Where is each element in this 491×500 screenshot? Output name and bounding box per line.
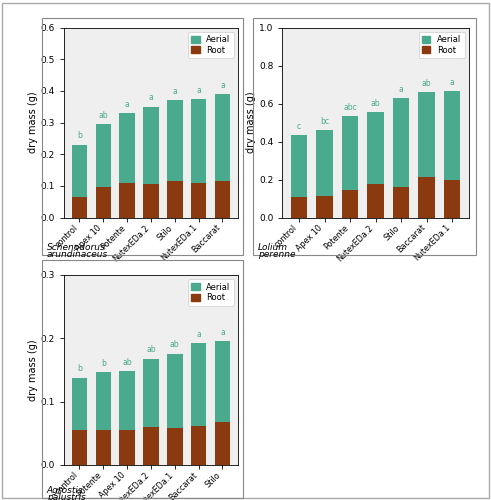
Bar (367, 112, 384, 184)
Bar (167, 354, 183, 428)
Text: ab: ab (422, 78, 432, 88)
Text: arundinaceus: arundinaceus (47, 250, 108, 259)
Bar (143, 106, 159, 184)
Text: a: a (125, 100, 130, 109)
Text: ab: ab (99, 443, 108, 452)
Text: ab: ab (99, 111, 108, 120)
Text: palustris: palustris (47, 492, 85, 500)
Y-axis label: dry mass (g): dry mass (g) (27, 339, 38, 401)
Text: ab: ab (146, 196, 156, 205)
Bar (72, 144, 87, 197)
Bar (215, 422, 230, 465)
Text: ab: ab (371, 99, 381, 108)
Text: a: a (399, 85, 404, 94)
Bar (444, 180, 461, 218)
Bar (119, 113, 135, 182)
Text: bc: bc (320, 117, 329, 126)
Text: b: b (125, 443, 130, 452)
Text: d: d (297, 202, 301, 211)
Text: Schenodorus: Schenodorus (47, 244, 106, 252)
Text: ab: ab (122, 358, 132, 367)
Text: bcd: bcd (394, 198, 408, 207)
Y-axis label: dry mass (g): dry mass (g) (27, 92, 38, 154)
Bar (291, 135, 307, 196)
Text: c: c (297, 122, 301, 130)
Bar (143, 358, 159, 427)
Bar (119, 372, 135, 430)
Text: a: a (172, 87, 177, 96)
Bar (191, 184, 206, 218)
Text: a: a (196, 330, 201, 339)
Bar (215, 181, 230, 218)
Text: a: a (450, 78, 455, 87)
Text: a: a (149, 94, 153, 102)
Text: ab: ab (447, 194, 457, 203)
Y-axis label: dry mass (g): dry mass (g) (246, 92, 256, 154)
Text: a: a (220, 439, 225, 448)
Text: ab: ab (146, 442, 156, 450)
Bar (72, 197, 87, 218)
Bar (393, 98, 409, 188)
Bar (191, 100, 206, 184)
Legend: Aerial, Root: Aerial, Root (188, 279, 234, 305)
Bar (444, 91, 461, 180)
Bar (191, 426, 206, 465)
Bar (96, 124, 111, 188)
Text: a: a (424, 193, 429, 202)
Text: ab: ab (170, 442, 180, 451)
Text: ab: ab (75, 443, 84, 452)
Text: d: d (101, 198, 106, 207)
Legend: Aerial, Root: Aerial, Root (188, 32, 234, 58)
Text: Lolium: Lolium (258, 244, 288, 252)
Text: a: a (196, 86, 201, 95)
Text: a: a (220, 81, 225, 90)
Bar (291, 196, 307, 218)
Bar (96, 188, 111, 218)
Bar (215, 94, 230, 181)
Text: cd: cd (75, 202, 84, 211)
Text: a: a (220, 328, 225, 336)
Text: abc: abc (120, 196, 134, 204)
Bar (72, 430, 87, 465)
Bar (96, 430, 111, 465)
Bar (393, 188, 409, 218)
Bar (167, 181, 183, 218)
Bar (316, 196, 333, 218)
Text: b: b (101, 358, 106, 368)
Text: abc: abc (343, 102, 357, 112)
Text: ab: ab (170, 340, 180, 349)
Text: d: d (322, 202, 327, 211)
Bar (367, 184, 384, 218)
Bar (119, 182, 135, 218)
Bar (342, 190, 358, 218)
Text: cd: cd (346, 199, 355, 208)
Bar (215, 341, 230, 422)
Text: ab: ab (194, 441, 203, 450)
Legend: Aerial, Root: Aerial, Root (419, 32, 465, 58)
Text: b: b (77, 364, 82, 374)
Bar (191, 344, 206, 425)
Text: a: a (220, 195, 225, 204)
Bar (316, 130, 333, 196)
Bar (418, 177, 435, 218)
Bar (167, 100, 183, 181)
Text: perenne: perenne (258, 250, 295, 259)
Text: ab: ab (146, 346, 156, 354)
Bar (96, 372, 111, 430)
Bar (143, 427, 159, 465)
Bar (119, 430, 135, 465)
Text: ab: ab (194, 196, 203, 205)
Text: b: b (77, 132, 82, 140)
Bar (418, 92, 435, 177)
Bar (143, 184, 159, 218)
Text: Agrostis: Agrostis (47, 486, 83, 495)
Bar (167, 428, 183, 465)
Bar (72, 378, 87, 430)
Text: abc: abc (369, 196, 382, 205)
Bar (342, 116, 358, 190)
Text: bc: bc (170, 195, 179, 204)
